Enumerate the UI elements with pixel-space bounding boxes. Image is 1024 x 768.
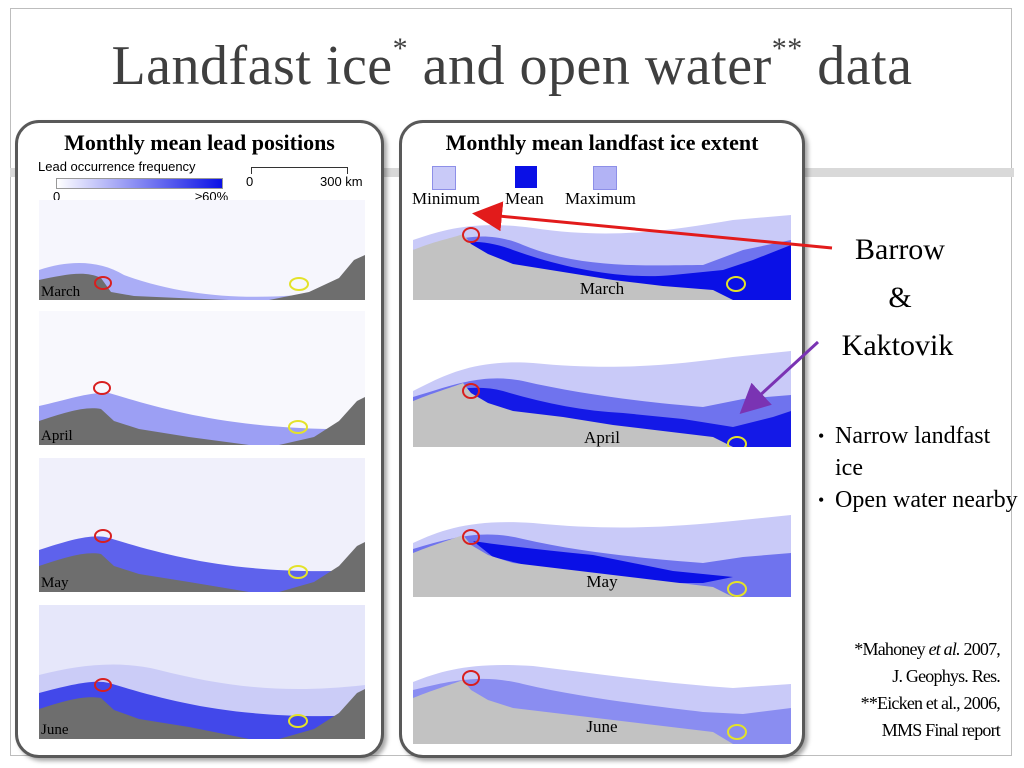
place-name-ampersand: & bbox=[888, 281, 912, 314]
lead-map-april: April bbox=[39, 311, 365, 445]
landfast-panel-title: Monthly mean landfast ice extent bbox=[445, 130, 759, 155]
slide-title: Landfast ice* and open water** data bbox=[111, 32, 913, 97]
extent-map-march-label: March bbox=[579, 279, 625, 298]
lead-map-june-svg bbox=[39, 605, 365, 739]
extent-map-june: June bbox=[413, 648, 791, 744]
legend-maximum-swatch bbox=[593, 166, 617, 190]
lead-panel-title: Monthly mean lead positions bbox=[64, 130, 335, 155]
lead-map-may-label: May bbox=[41, 575, 69, 591]
reference-2-report: MMS Final report bbox=[881, 720, 1001, 740]
extent-legend: Minimum Mean Maximum bbox=[412, 165, 692, 213]
bullet-list: • Narrow landfast ice • Open water nearby bbox=[818, 420, 1018, 516]
legend-label: Lead occurrence frequency bbox=[38, 159, 196, 174]
legend-maximum-label: Maximum bbox=[565, 189, 636, 208]
legend-mean-swatch bbox=[515, 166, 537, 188]
reference-1: *Mahoney et al. 2007, bbox=[854, 639, 1001, 659]
lead-map-june: June bbox=[39, 605, 365, 739]
lead-map-april-svg bbox=[39, 311, 365, 445]
extent-map-march: March bbox=[413, 210, 791, 300]
place-name-kaktovik: Kaktovik bbox=[841, 329, 954, 362]
legend-minimum-swatch bbox=[432, 166, 456, 190]
reference-2: **Eicken et al., 2006, bbox=[860, 693, 1001, 713]
lead-map-march: March bbox=[39, 200, 365, 300]
extent-map-may-svg bbox=[413, 515, 791, 597]
extent-map-may-label: May bbox=[586, 572, 618, 591]
bullet-item: • Open water nearby bbox=[818, 487, 1018, 513]
lead-map-may-svg bbox=[39, 458, 365, 592]
place-name-barrow: Barrow bbox=[855, 233, 945, 266]
lead-map-march-label: March bbox=[41, 284, 81, 300]
lead-map-june-label: June bbox=[41, 722, 69, 738]
legend-min: 0 bbox=[53, 189, 61, 204]
reference-1-journal: J. Geophys. Res. bbox=[892, 666, 1001, 686]
legend-colorbar bbox=[56, 178, 223, 189]
extent-map-june-svg bbox=[413, 664, 791, 744]
lead-map-may: May bbox=[39, 458, 365, 592]
legend-minimum-label: Minimum bbox=[412, 189, 481, 208]
lead-frequency-legend: Lead occurrence frequency 0 ≥60% 0 300 k… bbox=[38, 159, 368, 209]
extent-map-april-svg bbox=[413, 351, 791, 447]
references: *Mahoney et al. 2007, J. Geophys. Res. *… bbox=[790, 636, 1001, 744]
legend-mean-label: Mean bbox=[505, 189, 544, 208]
scale-start: 0 bbox=[246, 174, 254, 189]
extent-map-april-label: April bbox=[584, 428, 620, 447]
lead-positions-panel: Monthly mean lead positions Lead occurre… bbox=[15, 120, 384, 758]
lead-map-april-label: April bbox=[41, 428, 73, 444]
extent-map-may: May bbox=[413, 501, 791, 597]
landfast-extent-panel: Monthly mean landfast ice extent Minimum… bbox=[399, 120, 805, 758]
scale-bar bbox=[251, 167, 348, 174]
lead-map-march-svg bbox=[39, 200, 365, 300]
scale-end: 300 km bbox=[320, 174, 363, 189]
bullet-item: • Narrow landfast ice bbox=[818, 423, 991, 481]
extent-map-june-label: June bbox=[586, 717, 618, 736]
extent-map-april: April bbox=[413, 351, 791, 447]
